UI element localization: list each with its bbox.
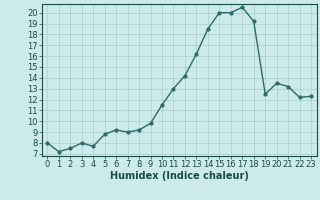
X-axis label: Humidex (Indice chaleur): Humidex (Indice chaleur) [110, 171, 249, 181]
